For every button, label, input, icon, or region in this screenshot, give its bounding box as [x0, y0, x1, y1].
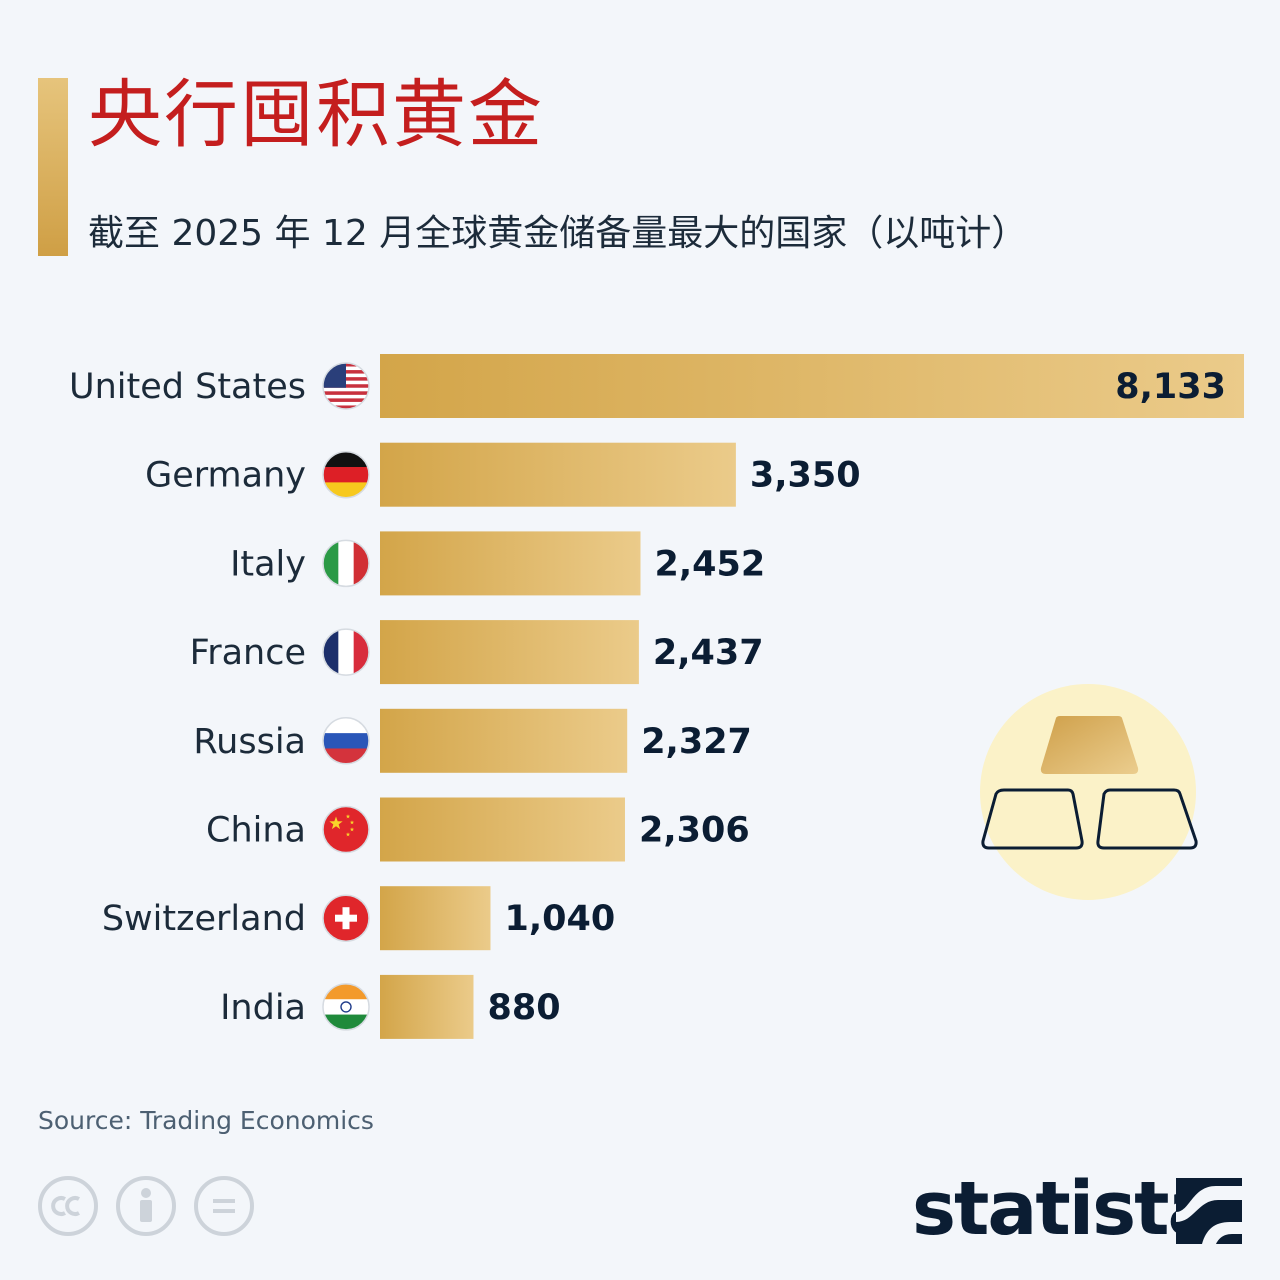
category-label: Italy — [230, 544, 306, 584]
category-label: Switzerland — [102, 899, 306, 939]
category-label: France — [190, 633, 306, 673]
category-label: Russia — [193, 722, 306, 762]
by-attribution-icon[interactable] — [116, 1176, 176, 1236]
category-label: India — [220, 988, 306, 1028]
title-accent-bar — [38, 78, 68, 256]
source-note: Source: Trading Economics — [38, 1106, 374, 1135]
value-label: 2,437 — [653, 633, 764, 673]
bar — [380, 797, 625, 862]
category-label: Germany — [145, 456, 306, 496]
bar — [380, 620, 639, 685]
bar — [380, 354, 1244, 418]
india-flag-icon — [322, 983, 370, 1031]
gold-bars-icon — [980, 684, 1198, 900]
category-label: United States — [69, 367, 306, 407]
nd-no-derivatives-icon[interactable] — [194, 1176, 254, 1236]
switzerland-flag-icon — [322, 894, 370, 942]
italy-flag-icon — [322, 539, 370, 588]
value-label: 3,350 — [750, 456, 861, 496]
bar-chart: United States 8,133 Germany 3,350 Italy 2,452… — [69, 354, 1244, 1039]
value-label: 2,327 — [641, 722, 752, 762]
bar — [380, 531, 641, 596]
value-label: 1,040 — [504, 899, 615, 939]
bar — [380, 708, 628, 773]
value-label: 8,133 — [1115, 367, 1226, 407]
russia-flag-icon — [322, 717, 370, 765]
value-label: 2,306 — [639, 811, 750, 851]
china-flag-icon — [322, 805, 370, 854]
us-flag-icon — [322, 362, 370, 410]
bar — [380, 886, 491, 951]
chart-subtitle: 截至 2025 年 12 月全球黄金储备量最大的国家（以吨计） — [88, 213, 1028, 254]
category-label: China — [206, 811, 306, 851]
france-flag-icon — [322, 628, 370, 676]
chart-title: 央行囤积黄金 — [88, 72, 544, 158]
germany-flag-icon — [322, 450, 370, 499]
statista-mark-icon — [1176, 1178, 1242, 1244]
bar — [380, 442, 736, 507]
bar — [380, 974, 474, 1039]
cc-icon[interactable] — [38, 1176, 98, 1236]
statista-logo: statista — [912, 1166, 1217, 1252]
value-label: 880 — [487, 988, 560, 1028]
value-label: 2,452 — [654, 544, 765, 584]
